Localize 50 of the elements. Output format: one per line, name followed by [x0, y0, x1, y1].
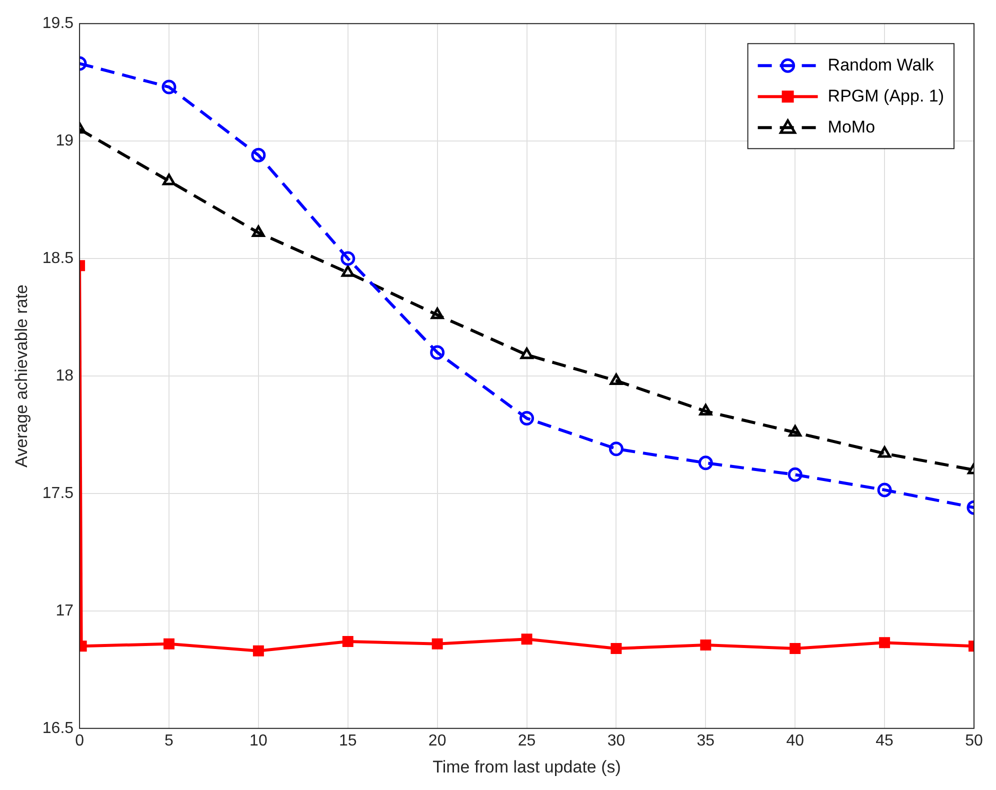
x-tick-label: 0 — [75, 732, 84, 750]
point — [877, 482, 892, 498]
point — [341, 265, 354, 277]
point — [520, 348, 534, 360]
y-tick-label: 18.5 — [42, 250, 74, 267]
x-tick-label: 10 — [250, 732, 268, 750]
point — [700, 640, 712, 650]
legend-label: RPGM (App. 1) — [828, 86, 944, 106]
point — [610, 373, 623, 385]
x-tick-label: 35 — [696, 732, 715, 750]
legend-label: MoMo — [828, 117, 876, 136]
point — [699, 404, 712, 416]
y-tick-label: 19.5 — [42, 15, 74, 32]
point — [878, 446, 891, 458]
x-axis-title: Time from last update (s) — [432, 757, 621, 776]
point — [608, 442, 624, 456]
x-tick-label: 20 — [428, 732, 446, 750]
point — [163, 638, 174, 650]
point — [788, 467, 802, 482]
y-tick-label: 18 — [56, 367, 74, 384]
point — [340, 251, 356, 266]
x-tick-label: 5 — [164, 732, 174, 750]
x-tick-label: 30 — [607, 732, 626, 750]
point — [521, 634, 532, 645]
legend-label: Random Walk — [828, 55, 934, 74]
point — [520, 411, 534, 426]
point — [162, 174, 176, 186]
x-tick-label: 25 — [518, 732, 536, 750]
x-tick-label: 15 — [338, 732, 357, 750]
point — [788, 425, 802, 437]
point — [252, 225, 265, 237]
y-tick-label: 19 — [56, 132, 74, 150]
y-tick-label: 16.5 — [42, 720, 74, 737]
point — [879, 637, 890, 648]
point — [252, 645, 264, 656]
y-axis-title: Average achievable rate — [12, 284, 31, 468]
point — [342, 636, 354, 647]
x-tick-label: 50 — [965, 732, 983, 750]
point — [610, 643, 622, 654]
point — [430, 345, 445, 360]
point — [251, 148, 266, 162]
point — [432, 638, 443, 650]
x-tick-label: 45 — [876, 732, 894, 750]
x-tick-label: 40 — [786, 732, 804, 750]
point — [430, 308, 444, 320]
y-tick-label: 17.5 — [42, 484, 74, 502]
y-tick-label: 17 — [56, 602, 74, 620]
point — [162, 80, 176, 94]
point — [790, 643, 801, 654]
point — [698, 456, 713, 470]
